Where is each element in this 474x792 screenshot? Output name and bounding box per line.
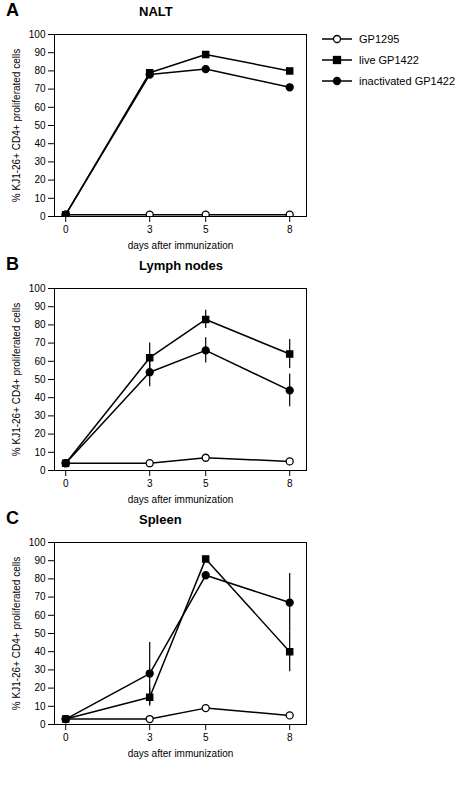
- svg-text:% KJ1-26+ CD4+ proliferated ce: % KJ1-26+ CD4+ proliferated cells: [11, 49, 22, 202]
- svg-text:80: 80: [34, 319, 46, 330]
- svg-text:50: 50: [34, 374, 46, 385]
- svg-text:80: 80: [34, 65, 46, 76]
- svg-text:0: 0: [40, 465, 46, 476]
- svg-text:40: 40: [34, 392, 46, 403]
- svg-text:days after immunization: days after immunization: [128, 494, 234, 505]
- svg-text:40: 40: [34, 138, 46, 149]
- html-text:live GP1422: live GP1422: [359, 54, 419, 66]
- svg-text:40: 40: [34, 646, 46, 657]
- svg-text:0: 0: [63, 478, 69, 489]
- svg-text:30: 30: [34, 410, 46, 421]
- svg-text:10: 10: [34, 447, 46, 458]
- svg-text:90: 90: [34, 47, 46, 58]
- html-text:GP1295: GP1295: [359, 33, 400, 45]
- html-text:NALT: NALT: [139, 4, 173, 19]
- svg-text:50: 50: [34, 120, 46, 131]
- svg-text:0: 0: [40, 719, 46, 730]
- svg-text:30: 30: [34, 156, 46, 167]
- svg-text:10: 10: [34, 193, 46, 204]
- svg-text:20: 20: [34, 682, 46, 693]
- svg-text:70: 70: [34, 83, 46, 94]
- svg-text:60: 60: [34, 102, 46, 113]
- svg-text:70: 70: [34, 337, 46, 348]
- svg-text:90: 90: [34, 555, 46, 566]
- svg-text:days after immunization: days after immunization: [128, 240, 234, 251]
- html-text:inactivated GP1422: inactivated GP1422: [359, 75, 455, 87]
- svg-text:% KJ1-26+ CD4+ proliferated ce: % KJ1-26+ CD4+ proliferated cells: [11, 303, 22, 456]
- svg-text:50: 50: [34, 628, 46, 639]
- svg-text:100: 100: [29, 29, 46, 40]
- svg-text:8: 8: [287, 478, 293, 489]
- svg-text:5: 5: [203, 478, 209, 489]
- svg-text:100: 100: [29, 283, 46, 294]
- html-text:Spleen: Spleen: [139, 512, 182, 527]
- svg-text:70: 70: [34, 591, 46, 602]
- html-text:A: A: [6, 0, 19, 20]
- svg-text:60: 60: [34, 356, 46, 367]
- svg-text:90: 90: [34, 301, 46, 312]
- html-text:Lymph nodes: Lymph nodes: [139, 258, 223, 273]
- svg-text:3: 3: [147, 224, 153, 235]
- svg-text:10: 10: [34, 701, 46, 712]
- svg-text:8: 8: [287, 732, 293, 743]
- svg-text:0: 0: [63, 732, 69, 743]
- svg-text:5: 5: [203, 224, 209, 235]
- svg-text:100: 100: [29, 537, 46, 548]
- svg-text:60: 60: [34, 610, 46, 621]
- svg-text:days after immunization: days after immunization: [128, 748, 234, 759]
- svg-text:20: 20: [34, 428, 46, 439]
- svg-text:8: 8: [287, 224, 293, 235]
- svg-text:20: 20: [34, 174, 46, 185]
- svg-text:5: 5: [203, 732, 209, 743]
- svg-text:0: 0: [63, 224, 69, 235]
- svg-text:% KJ1-26+ CD4+ proliferated ce: % KJ1-26+ CD4+ proliferated cells: [11, 557, 22, 710]
- html-text:C: C: [6, 508, 19, 528]
- svg-text:80: 80: [34, 573, 46, 584]
- svg-text:0: 0: [40, 211, 46, 222]
- svg-text:30: 30: [34, 664, 46, 675]
- svg-text:3: 3: [147, 732, 153, 743]
- svg-text:3: 3: [147, 478, 153, 489]
- html-text:B: B: [6, 254, 19, 274]
